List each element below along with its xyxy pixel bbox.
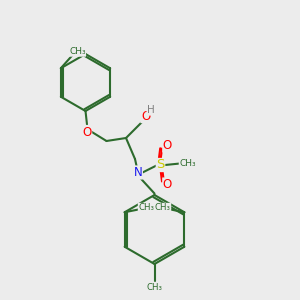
Text: N: N (134, 166, 142, 179)
Text: CH₃: CH₃ (69, 47, 85, 56)
Text: S: S (156, 158, 165, 172)
Text: H: H (147, 105, 155, 115)
Text: O: O (141, 110, 150, 123)
Text: CH₃: CH₃ (179, 159, 196, 168)
Text: O: O (82, 125, 91, 139)
Text: O: O (163, 178, 172, 191)
Text: CH₃: CH₃ (146, 283, 163, 292)
Text: CH₃: CH₃ (155, 203, 171, 212)
Text: CH₃: CH₃ (138, 203, 154, 212)
Text: O: O (163, 139, 172, 152)
